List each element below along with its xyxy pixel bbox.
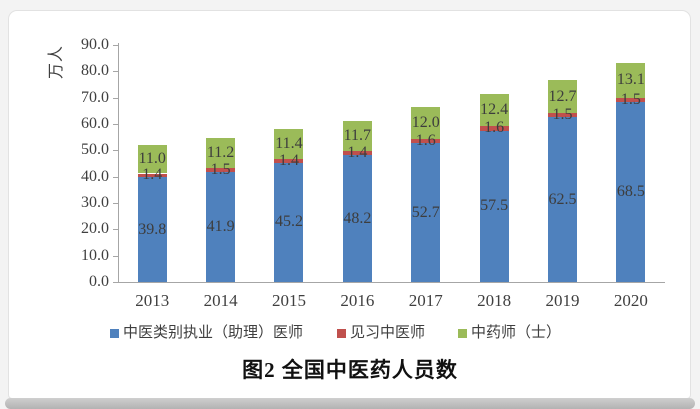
bar-segment: [206, 167, 236, 172]
y-tick-mark: [113, 203, 118, 204]
x-axis-tick-label: 2019: [545, 291, 580, 310]
legend-label: 见习中医师: [350, 325, 426, 341]
bar-value-label: 45.2: [274, 213, 303, 231]
bar-segment: [616, 101, 646, 282]
y-axis-line: [118, 43, 119, 283]
y-tick-label: 40.0: [81, 167, 109, 185]
bar-value-label: 48.2: [343, 209, 372, 227]
bar-value-label: 39.8: [138, 220, 167, 238]
bar-segment: [411, 143, 441, 282]
bar-segment: [137, 144, 167, 174]
bar-value-label: 11.4: [275, 135, 303, 153]
bar-segment: [411, 107, 441, 139]
y-tick-label: 50.0: [81, 141, 109, 159]
bar-segment: [137, 173, 167, 178]
bar-segment: [342, 120, 372, 152]
y-tick-mark: [113, 97, 118, 99]
bar-segment: [411, 139, 441, 144]
y-tick-mark: [113, 124, 118, 125]
bar-value-label: 41.9: [206, 217, 235, 235]
bar-segment: [342, 155, 372, 282]
legend-swatch: [458, 329, 467, 338]
bar-segment: [274, 129, 304, 160]
y-tick-label: 20.0: [81, 220, 109, 238]
x-axis-tick-label: 2015: [271, 291, 306, 310]
x-axis-tick-label: 2016: [340, 291, 375, 310]
bar-segment: [547, 80, 577, 114]
bar-segment: [547, 113, 577, 118]
figure-caption: 图2 全国中医药人员数: [0, 354, 700, 382]
legend-label: 中医类别执业（助理）医师: [123, 325, 304, 341]
page-edge-bar: [5, 398, 695, 409]
bar-value-label: 1.4: [347, 144, 368, 162]
bar-segment: [547, 117, 577, 282]
legend-label: 中药师（士）: [471, 325, 562, 341]
x-axis-tick-label: 2020: [613, 291, 648, 310]
y-tick-mark: [113, 71, 118, 73]
figure-caption-text: 图2 全国中医药人员数: [242, 358, 458, 382]
bar-value-label: 1.6: [415, 132, 436, 150]
bar-value-label: 1.6: [484, 119, 505, 137]
bar-segment: [137, 177, 167, 282]
y-tick-label: 10.0: [81, 246, 109, 264]
y-tick-mark: [113, 150, 118, 152]
bar-value-label: 12.0: [411, 114, 440, 132]
x-axis-tick-label: 2017: [408, 291, 443, 310]
bar-value-label: 11.2: [206, 143, 235, 161]
x-axis-tick-label: 2018: [477, 291, 512, 310]
bar-segment: [274, 159, 304, 163]
bar-segment: [342, 151, 372, 156]
y-tick-label: 60.0: [81, 115, 109, 132]
bar-segment: [479, 130, 509, 282]
x-axis-tick-label: 2013: [135, 291, 170, 310]
x-axis-tick-label: 2014: [203, 291, 238, 310]
bar-segment: [616, 97, 646, 102]
bar-segment: [206, 171, 236, 282]
bar-segment: [479, 93, 509, 127]
bar-value-label: 1.5: [552, 106, 573, 124]
x-axis-line: [118, 282, 665, 283]
y-tick-label: 90.0: [81, 36, 109, 53]
y-tick-label: 30.0: [81, 194, 109, 211]
bar-value-label: 11.0: [138, 150, 166, 168]
bar-segment: [274, 162, 304, 282]
y-tick-label: 0.0: [89, 273, 109, 290]
bar-value-label: 1.5: [620, 90, 641, 108]
bar-value-label: 1.4: [278, 152, 299, 170]
bar-value-label: 62.5: [548, 190, 577, 208]
bar-segment: [206, 138, 236, 168]
y-tick-mark: [113, 229, 118, 231]
y-tick-label: 70.0: [81, 88, 109, 106]
y-tick-mark: [113, 282, 118, 283]
bar-value-label: 12.4: [480, 101, 509, 119]
bar-value-label: 11.7: [343, 126, 372, 144]
legend-swatch: [337, 329, 346, 338]
bar-value-label: 57.5: [480, 197, 509, 215]
bar-value-label: 52.7: [411, 203, 440, 221]
bar-value-label: 13.1: [616, 71, 645, 89]
legend-swatch: [110, 329, 119, 338]
bar-value-label: 12.7: [548, 87, 577, 105]
bar-value-label: 1.4: [142, 166, 163, 184]
y-tick-mark: [113, 45, 118, 46]
bar-value-label: 1.5: [210, 160, 231, 178]
bar-segment: [616, 63, 646, 98]
y-tick-mark: [113, 255, 118, 257]
y-tick-label: 80.0: [81, 62, 109, 80]
bar-segment: [479, 126, 509, 131]
y-tick-mark: [113, 176, 118, 178]
bar-value-label: 68.5: [616, 182, 645, 200]
